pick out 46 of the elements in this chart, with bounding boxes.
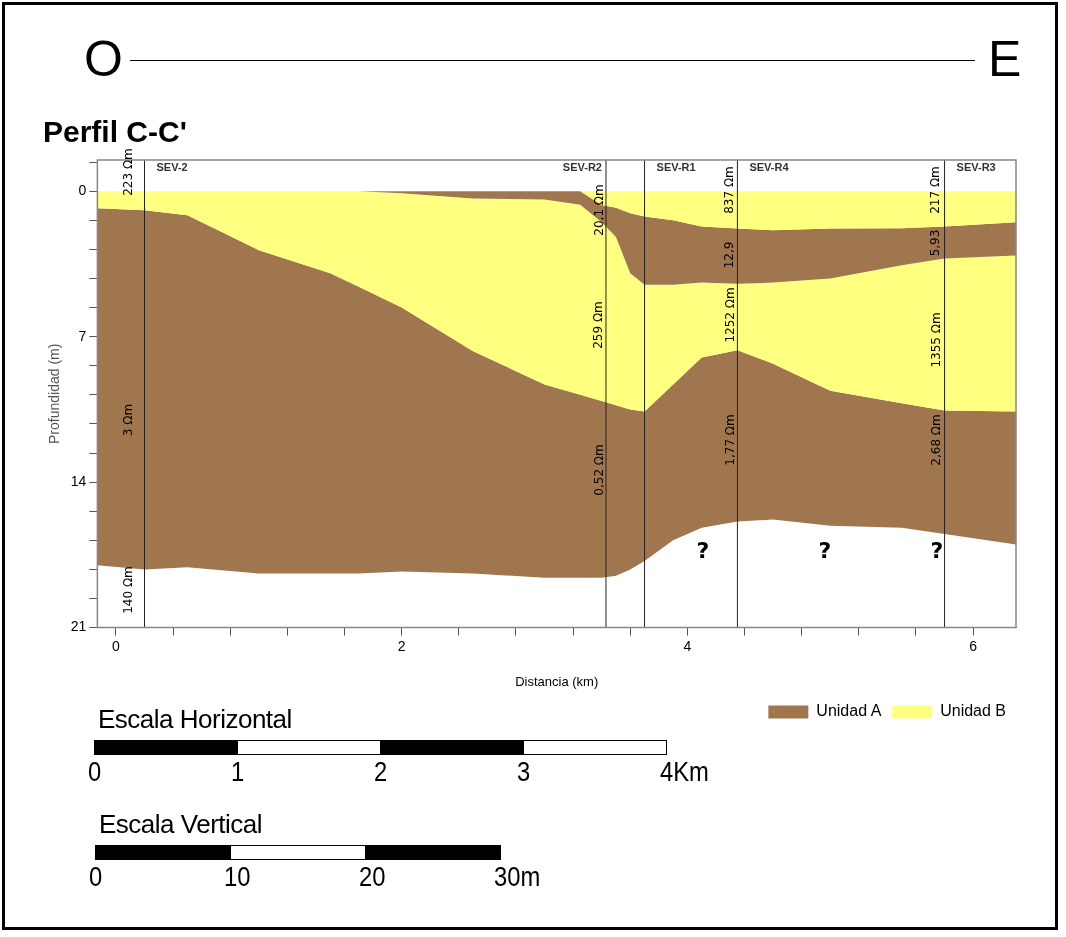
annotation: 20,1 Ωm (591, 184, 606, 236)
annotation: ? (696, 537, 710, 563)
annotation: 3 Ωm (121, 403, 136, 437)
text: 10 (224, 861, 251, 893)
text: E (988, 30, 1022, 88)
text: 20 (359, 861, 386, 893)
text: 1 (231, 756, 245, 788)
text: Escala Horizontal (98, 704, 292, 735)
y-tick-label: 21 (70, 618, 87, 635)
ref-line-label: SEV-R2 (562, 160, 602, 173)
x-axis-title: Distancia (km) (515, 673, 599, 689)
y-tick-label: 0 (78, 182, 87, 199)
ref-line-label: SEV-R1 (656, 160, 696, 173)
legend-label: Unidad B (940, 702, 1007, 720)
annotation: 1252 Ωm (722, 287, 737, 343)
annotation: 0,52 Ωm (591, 444, 606, 496)
text: Escala Vertical (99, 809, 263, 840)
text: 3 (517, 756, 531, 788)
chart-title: Perfil C-C' (43, 115, 187, 149)
x-tick-label: 6 (969, 637, 978, 654)
text: 2 (374, 756, 388, 788)
annotation: 5,93 (927, 229, 942, 257)
annotation: 1,77 Ωm (722, 414, 737, 466)
y-axis-title: Profundidad (m) (46, 343, 63, 444)
text: O (84, 30, 123, 88)
annotation: 259 Ωm (590, 301, 605, 349)
x-tick-label: 0 (112, 637, 121, 654)
annotation: 2,68 Ωm (928, 414, 943, 466)
annotation: ? (818, 537, 832, 563)
annotation: 837 Ωm (721, 166, 736, 214)
x-tick-label: 2 (397, 637, 406, 654)
text: 30m (494, 861, 541, 893)
ref-line-label: SEV-R3 (956, 160, 996, 173)
ref-line-label: SEV-R4 (749, 160, 790, 173)
ref-line-label: SEV-2 (156, 160, 188, 173)
y-tick-label: 7 (78, 327, 87, 344)
text: 4Km (660, 756, 709, 788)
annotation: 1355 Ωm (928, 312, 943, 368)
annotation: 140 Ωm (120, 566, 135, 614)
y-tick-label: 14 (70, 472, 87, 489)
annotation: 217 Ωm (927, 166, 942, 214)
annotation: ? (930, 537, 944, 563)
legend-label: Unidad A (816, 702, 882, 720)
x-tick-label: 4 (683, 637, 692, 654)
annotation: 223 Ωm (120, 148, 135, 196)
annotation: 12,9 (721, 241, 736, 269)
